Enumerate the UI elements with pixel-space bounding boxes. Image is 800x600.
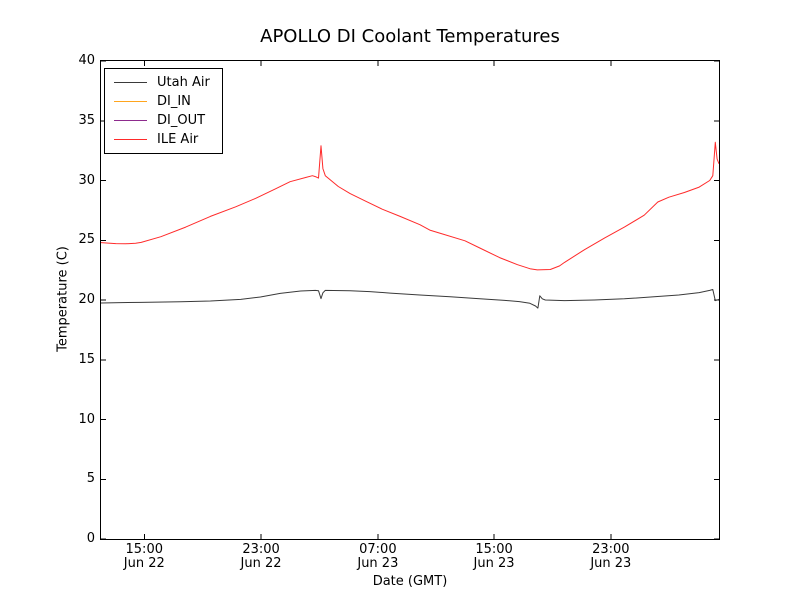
x-tick-time: 23:00 — [242, 542, 280, 557]
legend-line-sample — [114, 101, 147, 102]
x-tick-label: 23:00 Jun 22 — [216, 543, 306, 571]
legend-item-di-in: DI_IN — [114, 92, 210, 111]
plot-canvas — [101, 61, 719, 539]
legend-item-di-out: DI_OUT — [114, 111, 210, 130]
plot-area: Utah Air DI_IN DI_OUT ILE Air — [100, 60, 720, 540]
y-axis-label: Temperature (C) — [55, 246, 71, 352]
legend: Utah Air DI_IN DI_OUT ILE Air — [104, 68, 223, 154]
x-tick-label: 23:00 Jun 23 — [566, 543, 656, 571]
y-tick-label: 20 — [78, 292, 95, 307]
y-tick-label: 0 — [86, 531, 95, 546]
legend-line-sample — [114, 139, 147, 140]
x-tick-time: 15:00 — [475, 542, 513, 557]
x-tick-label: 15:00 Jun 23 — [449, 543, 539, 571]
y-tick-label: 25 — [78, 232, 95, 248]
x-tick-time: 07:00 — [359, 542, 397, 557]
chart-title: APOLLO DI Coolant Temperatures — [260, 26, 560, 47]
x-tick-time: 23:00 — [592, 542, 630, 557]
y-tick-label: 40 — [78, 53, 95, 68]
x-axis-label: Date (GMT) — [372, 574, 448, 589]
legend-item-label: ILE Air — [157, 131, 199, 147]
x-tick-date: Jun 22 — [123, 556, 165, 571]
legend-item-label: Utah Air — [157, 74, 210, 90]
legend-item-utah-air: Utah Air — [114, 73, 210, 92]
tick-marks — [101, 61, 719, 539]
x-tick-date: Jun 22 — [240, 556, 282, 571]
y-tick-label: 10 — [78, 411, 95, 427]
y-tick-label: 30 — [78, 172, 95, 188]
series-line-utah-air — [101, 289, 719, 309]
legend-item-label: DI_IN — [157, 93, 191, 109]
legend-line-sample — [114, 82, 147, 83]
x-tick-label: 15:00 Jun 22 — [99, 543, 189, 571]
legend-line-sample — [114, 120, 147, 121]
x-tick-date: Jun 23 — [473, 556, 515, 571]
y-tick-label: 5 — [86, 471, 95, 487]
legend-item-label: DI_OUT — [157, 112, 206, 128]
x-tick-time: 15:00 — [125, 542, 163, 557]
series-line-ile-air — [101, 141, 719, 271]
x-tick-date: Jun 23 — [590, 556, 632, 571]
x-tick-date: Jun 23 — [357, 556, 399, 571]
legend-item-ile-air: ILE Air — [114, 130, 210, 149]
x-tick-label: 07:00 Jun 23 — [333, 543, 423, 571]
y-tick-label: 15 — [78, 351, 95, 367]
y-tick-label: 35 — [78, 112, 95, 128]
